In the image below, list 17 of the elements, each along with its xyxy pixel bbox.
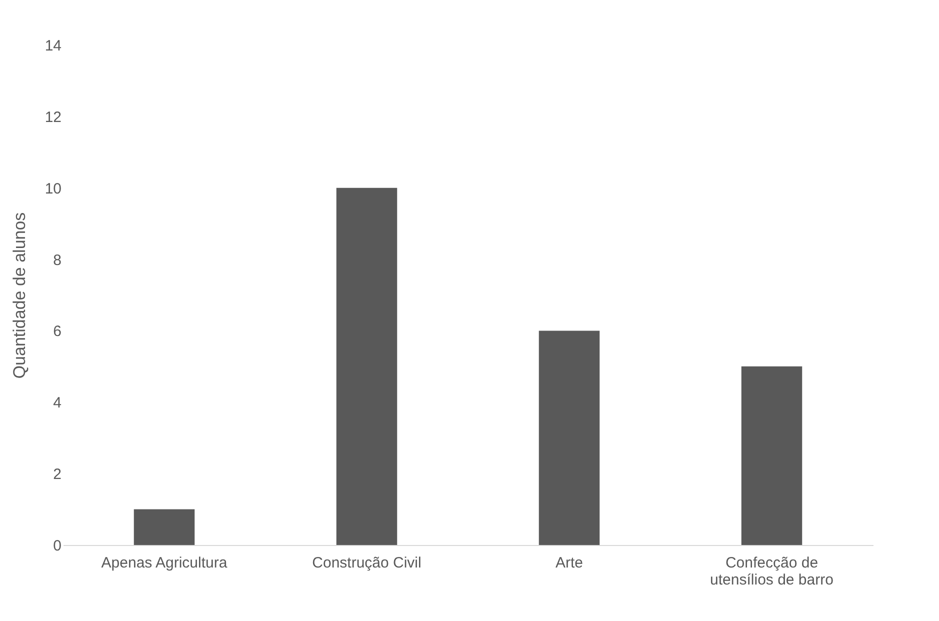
y-tick-label: 0 <box>53 538 62 554</box>
x-tick-label: Apenas Agricultura <box>101 554 228 572</box>
y-tick-label: 10 <box>44 180 62 198</box>
y-tick-label: 12 <box>44 108 62 126</box>
x-tick-label: Confecção de utensílios de barro <box>710 554 834 588</box>
bar <box>336 188 398 545</box>
y-tick-label: 14 <box>44 38 62 54</box>
y-tick-label: 4 <box>53 394 62 412</box>
bar <box>134 509 195 545</box>
x-tick-label: Construção Civil <box>312 554 422 572</box>
y-tick-label: 8 <box>53 252 62 269</box>
y-tick-label: 6 <box>53 323 62 340</box>
bar <box>538 330 600 545</box>
y-axis-title: Quantidade de alunos <box>10 212 29 379</box>
bar <box>741 366 802 545</box>
x-tick-label: Arte <box>555 554 584 572</box>
y-tick-label: 2 <box>53 466 62 484</box>
